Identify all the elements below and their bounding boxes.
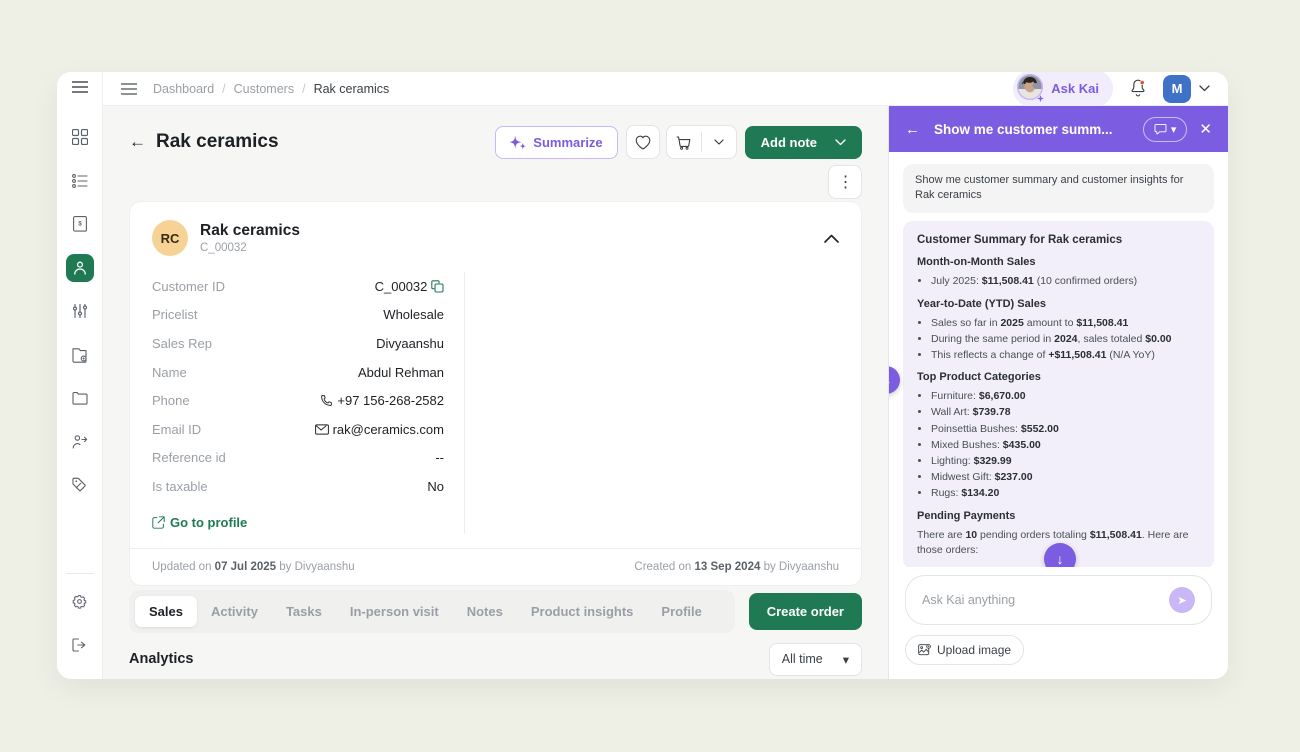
svg-text:$: $: [78, 222, 82, 228]
